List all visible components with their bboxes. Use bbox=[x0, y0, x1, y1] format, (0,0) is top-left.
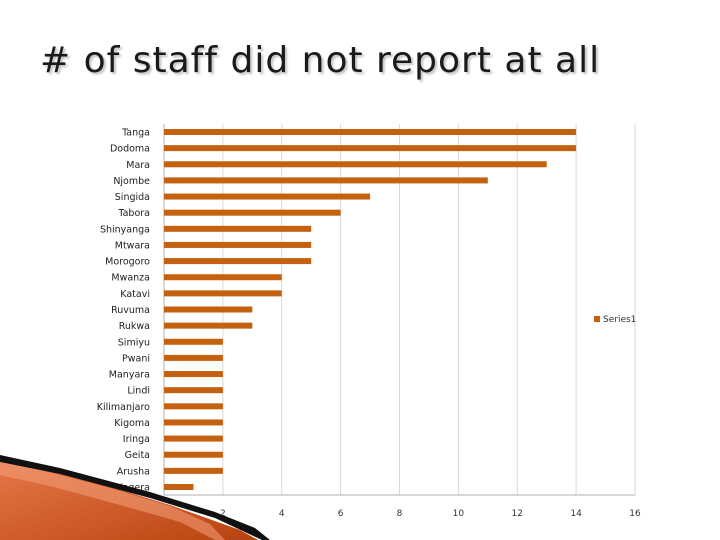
legend-swatch bbox=[594, 316, 600, 322]
x-tick-label: 10 bbox=[453, 509, 465, 519]
category-label: Katavi bbox=[120, 289, 150, 300]
bar-njombe bbox=[164, 177, 488, 184]
x-tick-label: 2 bbox=[220, 509, 226, 519]
bar-singida bbox=[164, 193, 371, 200]
category-label: Dodoma bbox=[110, 144, 150, 155]
category-label: Njombe bbox=[113, 176, 150, 187]
bar-geita bbox=[164, 451, 223, 458]
bar-kigoma bbox=[164, 419, 223, 426]
category-label: Simiyu bbox=[118, 337, 150, 348]
bar-katavi bbox=[164, 290, 282, 297]
bar-mwanza bbox=[164, 274, 282, 281]
x-tick-label: 8 bbox=[397, 509, 403, 519]
category-label: Pwani bbox=[122, 353, 150, 364]
bar-arusha bbox=[164, 467, 223, 474]
bar-rukwa bbox=[164, 322, 253, 329]
category-label: Iringa bbox=[123, 434, 150, 445]
bar-simiyu bbox=[164, 338, 223, 345]
category-label: Rukwa bbox=[119, 321, 150, 332]
bar-kilimanjaro bbox=[164, 403, 223, 410]
legend-label: Series1 bbox=[603, 315, 636, 325]
bar-dodoma bbox=[164, 145, 577, 152]
category-label: Singida bbox=[115, 192, 150, 203]
category-labels: Tanga Dodoma Mara Njombe Singida Tabora Shinya… bbox=[97, 128, 150, 494]
bar-manyara bbox=[164, 371, 223, 378]
category-label: Kigoma bbox=[114, 418, 150, 429]
bar-tabora bbox=[164, 209, 341, 216]
category-label: Morogoro bbox=[105, 257, 150, 268]
slide-title: # of staff did not report at all bbox=[40, 40, 601, 81]
category-label: Lindi bbox=[127, 386, 150, 397]
bar-mara bbox=[164, 161, 547, 168]
category-label: Shinyanga bbox=[100, 224, 150, 235]
category-label: Tanga bbox=[121, 128, 150, 139]
legend: Series1 bbox=[594, 315, 636, 325]
bars bbox=[164, 129, 577, 490]
bar-mtwara bbox=[164, 241, 312, 248]
category-label: Tabora bbox=[117, 208, 150, 219]
category-label: Mara bbox=[126, 160, 150, 171]
bar-lindi bbox=[164, 387, 223, 394]
x-tick-label: 14 bbox=[570, 509, 582, 519]
category-label: Arusha bbox=[117, 466, 150, 477]
bar-iringa bbox=[164, 435, 223, 442]
bar-shinyanga bbox=[164, 225, 312, 232]
bar-kagera bbox=[164, 484, 194, 490]
x-tick-label: 16 bbox=[629, 509, 641, 519]
x-tick-label: 6 bbox=[338, 509, 344, 519]
bar-morogoro bbox=[164, 258, 312, 265]
x-tick-label: 12 bbox=[512, 509, 523, 519]
category-label: Geita bbox=[125, 450, 150, 461]
category-label: Ruvuma bbox=[111, 305, 150, 316]
bar-pwani bbox=[164, 354, 223, 361]
category-label: Manyara bbox=[109, 370, 150, 381]
x-tick-label: 4 bbox=[279, 509, 285, 519]
category-label: Mwanza bbox=[111, 273, 150, 284]
bar-tanga bbox=[164, 129, 577, 135]
category-label: Kilimanjaro bbox=[97, 402, 150, 413]
bar-ruvuma bbox=[164, 306, 253, 313]
category-label: Mtwara bbox=[115, 240, 150, 251]
